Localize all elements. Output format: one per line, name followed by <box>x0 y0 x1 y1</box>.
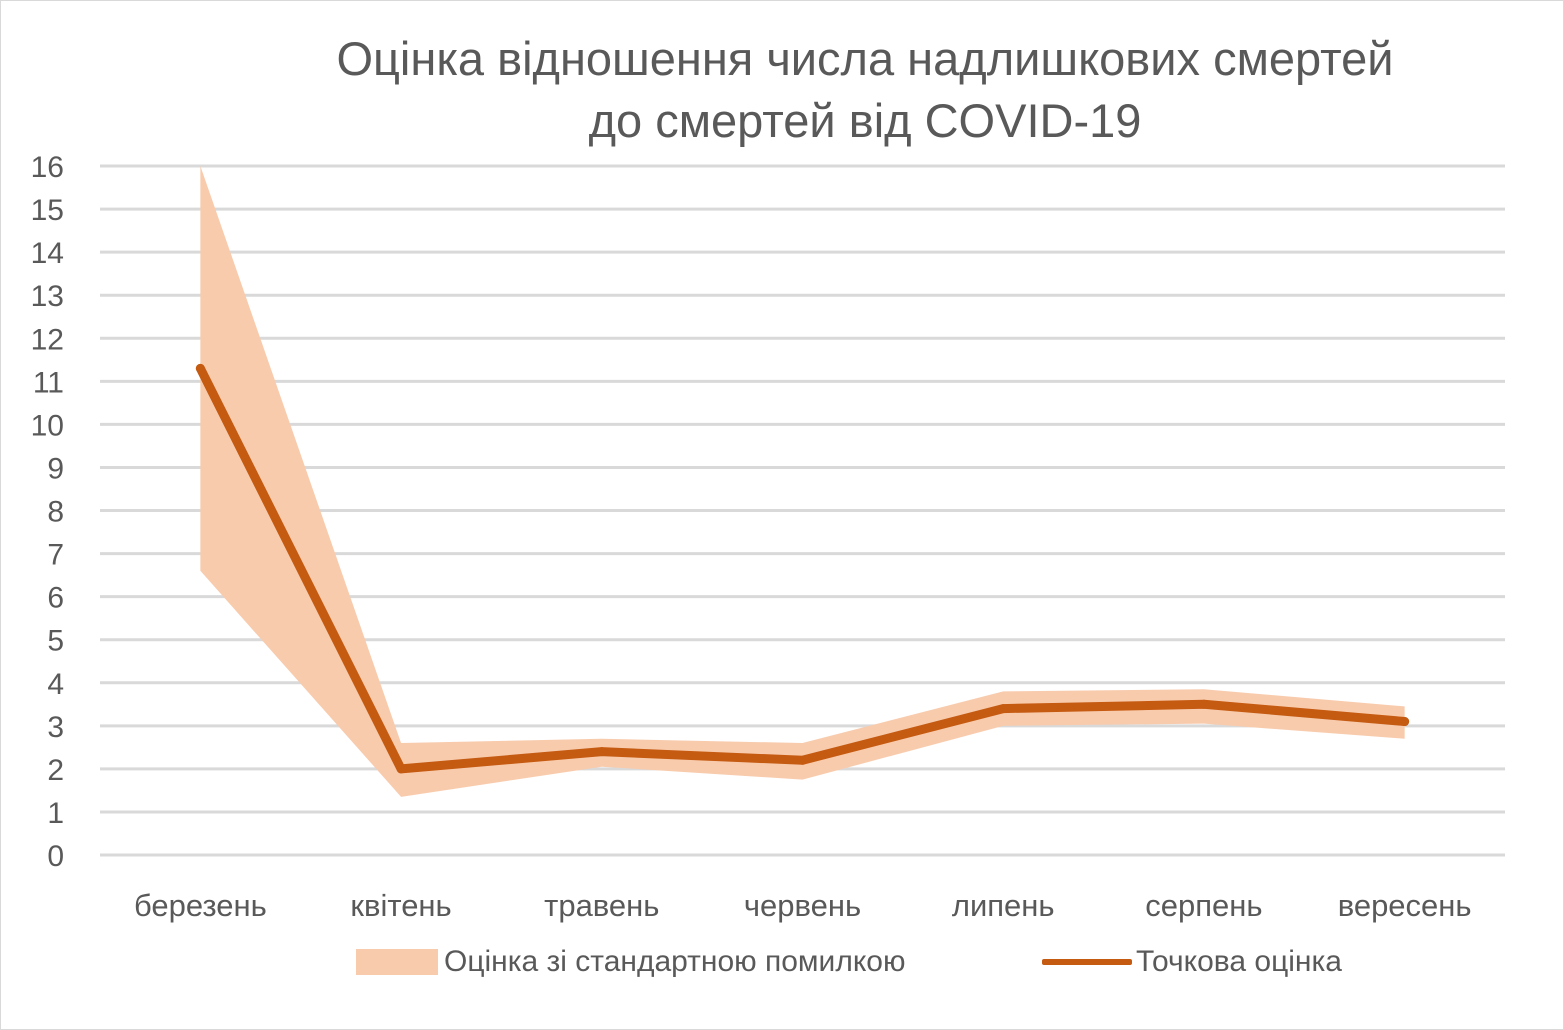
y-tick-label: 8 <box>47 496 64 529</box>
legend-label-line: Точкова оцінка <box>1136 945 1342 978</box>
y-tick-label: 13 <box>31 280 64 313</box>
y-tick-label: 11 <box>33 366 64 399</box>
x-tick-label: березень <box>134 888 267 923</box>
y-tick-label: 3 <box>47 711 64 744</box>
y-tick-label: 10 <box>31 409 64 442</box>
point-estimate-point-3 <box>798 755 807 765</box>
point-estimate-point-6 <box>1400 717 1410 727</box>
chart-title-line-1: Оцінка відношення числа надлишкових смер… <box>336 32 1394 85</box>
x-tick-label: травень <box>544 888 659 923</box>
x-tick-label: червень <box>744 888 861 923</box>
y-tick-label: 16 <box>31 151 64 184</box>
point-estimate-point-4 <box>998 704 1008 714</box>
point-estimate-point-2 <box>597 747 607 757</box>
point-estimate-point-0 <box>195 363 205 373</box>
y-tick-label: 15 <box>31 194 64 227</box>
y-tick-label: 6 <box>47 582 64 615</box>
legend-swatch-band <box>356 949 438 975</box>
y-tick-label: 4 <box>47 668 64 701</box>
y-tick-label: 1 <box>47 797 64 830</box>
point-estimate-point-5 <box>1199 699 1209 709</box>
x-tick-label: квітень <box>350 888 451 923</box>
y-tick-label: 0 <box>47 840 64 873</box>
y-tick-label: 7 <box>47 539 64 572</box>
chart-title-line-2: до смертей від COVID-19 <box>588 94 1142 147</box>
legend: Оцінка зі стандартною помилкою Точкова о… <box>0 942 1564 982</box>
x-tick-label: серпень <box>1145 888 1262 923</box>
point-estimate-layer <box>195 363 1410 774</box>
y-tick-label: 5 <box>47 625 64 658</box>
y-tick-label: 14 <box>31 237 64 270</box>
legend-label-band: Оцінка зі стандартною помилкою <box>444 945 906 978</box>
y-tick-label: 2 <box>47 754 64 787</box>
x-tick-label: вересень <box>1338 888 1472 923</box>
x-tick-label: липень <box>952 888 1055 923</box>
y-tick-label: 9 <box>47 452 64 485</box>
x-axis-ticks: березень квітень травень червень липень серпе… <box>134 888 1472 923</box>
legend-item-line: Точкова оцінка <box>1042 942 1342 982</box>
point-estimate-point-1 <box>396 764 406 774</box>
y-tick-label: 12 <box>31 323 64 356</box>
chart-title: Оцінка відношення числа надлишкових смер… <box>180 28 1550 152</box>
legend-item-band: Оцінка зі стандартною помилкою <box>356 942 905 982</box>
legend-swatch-line <box>1042 959 1132 965</box>
